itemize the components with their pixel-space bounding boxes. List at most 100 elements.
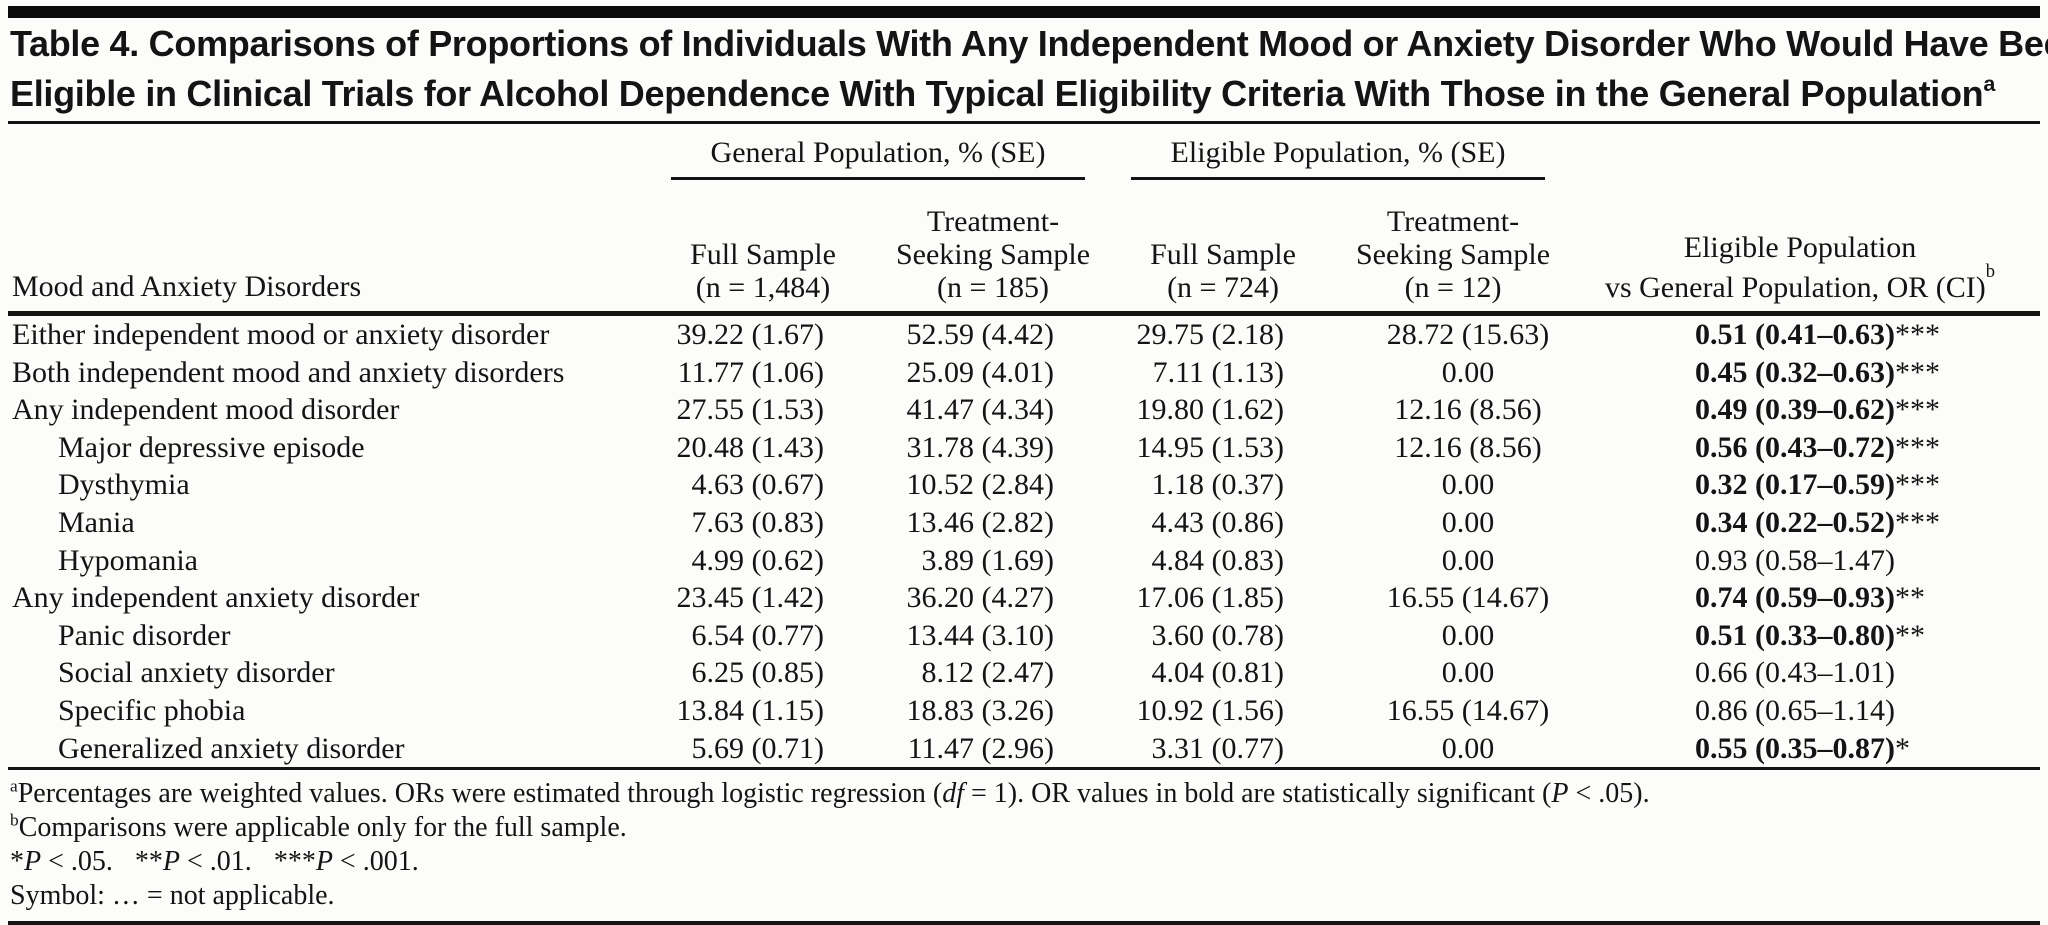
table-row: Specific phobia 13.84 (1.15) 18.83 (3.26… [8, 692, 2040, 730]
cell-ep-ts: 16.55 (14.67) [1386, 693, 1550, 727]
cell-gp-full: 7.63 (0.83) [691, 505, 824, 539]
group-header-eligible-population: Eligible Population, % (SE) [1108, 124, 1568, 199]
footnote-significance: *P < .05. **P < .01. ***P < .001. [10, 845, 2038, 879]
cell-ep-full: 7.11 (1.13) [1152, 355, 1285, 389]
or-value: 0.86 (0.65–1.14) [1695, 693, 1895, 727]
or-column-header: Eligible Population vs General Populatio… [1568, 124, 2040, 316]
stub-column-header: Mood and Anxiety Disorders [8, 124, 648, 316]
footnote-symbol: Symbol: … = not applicable. [10, 880, 335, 912]
table-row: Any independent mood disorder 27.55 (1.5… [8, 391, 2040, 429]
col-header-ep-treatment-seeking: Treatment- Seeking Sample (n = 12) [1338, 199, 1569, 316]
row-label: Generalized anxiety disorder [8, 729, 648, 771]
footnote-b-marker: b [10, 810, 19, 830]
cell-or-ci: 0.34 (0.22–0.52)*** [1695, 505, 1940, 539]
table-row: Dysthymia 4.63 (0.67) 10.52 (2.84) 1.18 … [8, 466, 2040, 504]
cell-or-ci: 0.51 (0.41–0.63)*** [1695, 318, 1940, 351]
cell-gp-full: 13.84 (1.15) [676, 693, 824, 727]
sig-level-2: **P < .01. [134, 846, 252, 878]
table-row: Generalized anxiety disorder 5.69 (0.71)… [8, 729, 2040, 771]
cell-ep-full: 4.84 (0.83) [1151, 543, 1285, 577]
cell-gp-full: 27.55 (1.53) [676, 393, 824, 427]
cell-or-ci: 0.32 (0.17–0.59)*** [1695, 468, 1940, 502]
italic-p: P [24, 846, 42, 878]
cell-ep-ts: 0.00 [1441, 355, 1495, 389]
or-value: 0.56 (0.43–0.72) [1695, 430, 1895, 464]
or-value: 0.55 (0.35–0.87) [1695, 731, 1895, 765]
cell-gp-full: 4.63 (0.67) [691, 468, 824, 502]
cell-ep-ts: 16.55 (14.67) [1386, 581, 1550, 615]
cell-gp-full: 39.22 (1.67) [676, 318, 824, 351]
table-row: Major depressive episode 20.48 (1.43) 31… [8, 429, 2040, 467]
cell-ep-ts: 12.16 (8.56) [1394, 393, 1542, 427]
cell-ep-ts: 0.00 [1441, 543, 1495, 577]
cell-or-ci: 0.66 (0.43–1.01) [1568, 654, 2040, 692]
cell-or-ci: 0.56 (0.43–0.72)*** [1695, 430, 1940, 464]
table-figure: Table 4. Comparisons of Proportions of I… [0, 6, 2048, 925]
row-label: Both independent mood and anxiety disord… [12, 355, 565, 389]
cell-ep-full: 10.92 (1.56) [1136, 693, 1285, 727]
cell-gp-ts: 52.59 (4.42) [906, 318, 1055, 351]
cell-or-ci: 0.93 (0.58–1.47) [1568, 542, 2040, 580]
or-value: 0.51 (0.41–0.63) [1695, 318, 1895, 351]
sig-level-3: ***P < .001. [273, 846, 419, 878]
row-label: Either independent mood or anxiety disor… [12, 318, 550, 351]
cell-gp-full: 6.25 (0.85) [691, 656, 824, 690]
footnote-b: bComparisons were applicable only for th… [10, 810, 627, 844]
cell-ep-full: 4.04 (0.81) [1151, 656, 1285, 690]
cell-ep-full: 29.75 (2.18) [1136, 318, 1285, 351]
cell-or-ci: 0.86 (0.65–1.14) [1568, 692, 2040, 730]
cell-ep-ts: 0.00 [1441, 656, 1495, 690]
cell-gp-ts: 41.47 (4.34) [906, 393, 1055, 427]
cell-gp-ts: 36.20 (4.27) [906, 581, 1055, 615]
cell-ep-ts: 12.16 (8.56) [1394, 430, 1542, 464]
cell-ep-ts: 0.00 [1441, 505, 1495, 539]
table-row: Mania 7.63 (0.83) 13.46 (2.82) 4.43 (0.8… [8, 504, 2040, 542]
or-footnote-marker: b [1985, 261, 1996, 282]
table-title-line2: Eligible in Clinical Trials for Alcohol … [10, 71, 1996, 114]
cell-ep-full: 4.43 (0.86) [1151, 505, 1285, 539]
or-value: 0.51 (0.33–0.80) [1695, 618, 1895, 652]
table-row: Panic disorder 6.54 (0.77) 13.44 (3.10) … [8, 617, 2040, 655]
row-label: Dysthymia [58, 468, 190, 502]
data-table: Mood and Anxiety Disorders General Popul… [8, 124, 2040, 771]
cell-or-ci: 0.55 (0.35–0.87)* [1568, 729, 2040, 771]
row-label: Mania [58, 505, 135, 539]
table-row: Either independent mood or anxiety disor… [8, 314, 2040, 354]
table-title: Table 4. Comparisons of Proportions of I… [8, 18, 2048, 124]
italic-p: P [315, 846, 333, 878]
cell-gp-full: 6.54 (0.77) [691, 618, 824, 652]
cell-gp-ts: 10.52 (2.84) [906, 468, 1055, 502]
top-rule [8, 6, 2040, 18]
row-label: Any independent mood disorder [12, 393, 400, 427]
cell-ep-full: 14.95 (1.53) [1136, 430, 1285, 464]
cell-ep-ts: 0.00 [1338, 729, 1569, 771]
group-header-general-population: General Population, % (SE) [648, 124, 1108, 199]
col-header-ep-full-sample: Full Sample (n = 724) [1108, 199, 1339, 316]
cell-gp-ts: 25.09 (4.01) [906, 355, 1055, 389]
cell-gp-full: 4.99 (0.62) [691, 543, 824, 577]
cell-gp-full: 23.45 (1.42) [676, 581, 824, 615]
cell-ep-full: 3.60 (0.78) [1151, 618, 1285, 652]
table-row: Both independent mood and anxiety disord… [8, 354, 2040, 392]
header-group-row: Mood and Anxiety Disorders General Popul… [8, 124, 2040, 316]
table-row: Hypomania 4.99 (0.62) 3.89 (1.69) 4.84 (… [8, 542, 2040, 580]
cell-ep-ts: 0.00 [1441, 468, 1495, 502]
or-value: 0.45 (0.32–0.63) [1695, 355, 1895, 389]
cell-or-ci: 0.49 (0.39–0.62)*** [1695, 393, 1940, 427]
cell-gp-ts: 18.83 (3.26) [906, 693, 1055, 727]
row-label: Specific phobia [58, 693, 246, 727]
cell-gp-ts: 31.78 (4.39) [906, 430, 1055, 464]
or-value: 0.66 (0.43–1.01) [1695, 656, 1895, 690]
italic-df: df [942, 778, 964, 810]
or-value: 0.49 (0.39–0.62) [1695, 393, 1895, 427]
cell-gp-ts: 13.46 (2.82) [906, 505, 1055, 539]
table-row: Social anxiety disorder 6.25 (0.85) 8.12… [8, 654, 2040, 692]
italic-p: P [162, 846, 181, 878]
row-label: Panic disorder [58, 618, 231, 652]
footnote-a: aPercentages are weighted values. ORs we… [10, 776, 1650, 810]
cell-or-ci: 0.74 (0.59–0.93)** [1695, 581, 1925, 615]
row-label: Hypomania [58, 543, 198, 577]
col-header-gp-treatment-seeking: Treatment- Seeking Sample (n = 185) [878, 199, 1109, 316]
or-value: 0.93 (0.58–1.47) [1695, 543, 1895, 577]
cell-gp-full: 5.69 (0.71) [648, 729, 878, 771]
